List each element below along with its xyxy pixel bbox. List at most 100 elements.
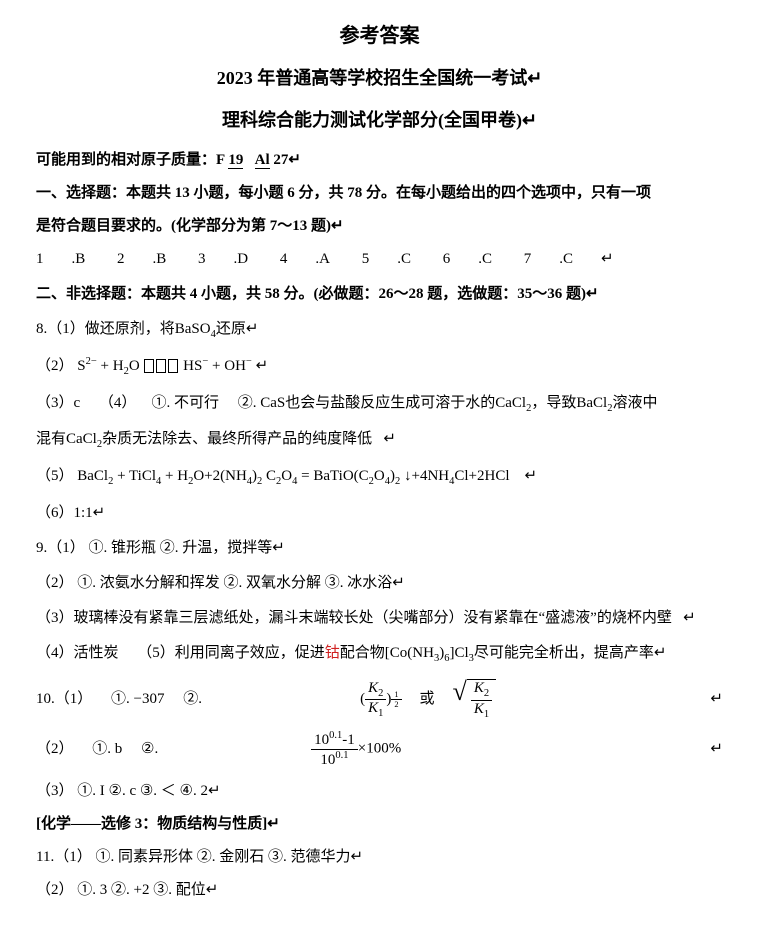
q9-5-prefix: （5）利用同离子效应，促进 bbox=[137, 645, 325, 661]
mcq-answers: 1.B 2.B 3.D 4.A 5.C 6.C 7.C↵ bbox=[36, 246, 723, 273]
q8-6: （6）1:1↵ bbox=[36, 500, 723, 527]
mcq-6: 6.C bbox=[443, 246, 492, 273]
k1bs: 1 bbox=[484, 709, 489, 720]
para-mark: ↵ bbox=[383, 431, 396, 447]
mcq-ans: D bbox=[237, 246, 248, 273]
q10-1-frac1-num: K2 bbox=[365, 680, 386, 701]
para-mark: ↵ bbox=[522, 110, 537, 130]
mcq-ans: A bbox=[319, 246, 330, 273]
q9-2-text: （2） ①. 浓氨水分解和挥发 ②. 双氧水分解 ③. 冰水浴 bbox=[36, 575, 392, 591]
mcq-4: 4.A bbox=[280, 246, 330, 273]
q10-1-radicand: K2 K1 bbox=[467, 679, 496, 720]
q8-5-eqn: BaCl2 + TiCl4 + H2O+2(NH4)2 C2O4 = BaTiO… bbox=[77, 468, 509, 484]
q8-34-line2: 混有CaCl2杂质无法除去、最终所得产品的纯度降低 ↵ bbox=[36, 426, 723, 455]
q8-5: （5） BaCl2 + TiCl4 + H2O+2(NH4)2 C2O4 = B… bbox=[36, 463, 723, 492]
q10-1-frac2-den: K1 bbox=[471, 701, 492, 721]
title-sub2: 理科综合能力测试化学部分(全国甲卷)↵ bbox=[36, 104, 723, 136]
q8-34-line1: （3）c （4） ①. 不可行 ②. CaS也会与盐酸反应生成可溶于水的CaCl… bbox=[36, 390, 723, 419]
para-mark: ↵ bbox=[256, 358, 269, 374]
n1: 10 bbox=[314, 732, 329, 748]
k2s: 2 bbox=[378, 688, 383, 699]
q10-1-form1: ( K2 K1 )12 bbox=[360, 680, 401, 720]
mcq-ans: B bbox=[75, 246, 85, 273]
q8-34-l2-cacl2-t: CaCl bbox=[66, 431, 97, 447]
atomic-mass-al-label: Al bbox=[255, 152, 270, 169]
para-mark: ↵ bbox=[288, 152, 301, 168]
q8-2-s: S bbox=[77, 358, 85, 374]
section1-line2: 是符合题目要求的。(化学部分为第 7～13 题)↵ bbox=[36, 213, 723, 240]
q9-2: （2） ①. 浓氨水分解和挥发 ②. 双氧水分解 ③. 冰水浴↵ bbox=[36, 570, 723, 597]
q8-4-a2-prefix: ②. bbox=[238, 395, 261, 411]
n3: -1 bbox=[342, 732, 355, 748]
q8-4-cacl2-t: CaCl bbox=[495, 395, 526, 411]
q9-1-text: 9.（1） ①. 锥形瓶 ②. 升温，搅拌等 bbox=[36, 540, 272, 556]
q8-2-eqn: S2− + H2O HS− + OH− bbox=[77, 358, 255, 374]
section1-line1: 一、选择题：本题共 13 小题，每小题 6 分，共 78 分。在每小题给出的四个… bbox=[36, 180, 723, 207]
radical-icon: √ bbox=[453, 679, 467, 720]
d2: 0.1 bbox=[335, 750, 348, 761]
q10-1-exp: 12 bbox=[391, 690, 401, 710]
q8-4-text3: 溶液中 bbox=[612, 395, 657, 411]
q8-2-oh-sup: − bbox=[246, 356, 252, 367]
q10-3-text: （3） ①. I ②. c ③. ＜ ④. 2 bbox=[36, 783, 208, 799]
q8-4-text2: ，导致 bbox=[531, 395, 576, 411]
mcq-num: 4 bbox=[280, 246, 288, 273]
para-mark: ↵ bbox=[350, 849, 363, 865]
q9-3-text: （3）玻璃棒没有紧靠三层滤纸处，漏斗末端较长处（尖嘴部分）没有紧靠在“盛滤液”的… bbox=[36, 610, 672, 626]
q10-3: （3） ①. I ②. c ③. ＜ ④. 2↵ bbox=[36, 778, 723, 805]
para-mark: ↵ bbox=[586, 286, 599, 302]
mcq-num: 3 bbox=[198, 246, 206, 273]
para-mark: ↵ bbox=[206, 882, 219, 898]
q8-4-cacl2: CaCl2 bbox=[495, 395, 531, 411]
para-mark: ↵ bbox=[246, 321, 259, 337]
para-mark: ↵ bbox=[654, 645, 667, 661]
ed: 2 bbox=[391, 700, 401, 709]
q9-5-red: 钴 bbox=[325, 645, 340, 661]
q11-1: 11.（1） ①. 同素异形体 ②. 金刚石 ③. 范德华力↵ bbox=[36, 844, 723, 871]
mcq-ans: B bbox=[156, 246, 166, 273]
para-mark: ↵ bbox=[93, 505, 106, 521]
k2b: K bbox=[474, 680, 484, 696]
para-mark: ↵ bbox=[527, 68, 542, 88]
para-mark: ↵ bbox=[208, 783, 221, 799]
para-mark: ↵ bbox=[331, 218, 344, 234]
q9-1: 9.（1） ①. 锥形瓶 ②. 升温，搅拌等↵ bbox=[36, 535, 723, 562]
atomic-mass-prefix: 可能用到的相对原子质量： bbox=[36, 152, 216, 168]
q10-1-or: 或 bbox=[420, 686, 435, 713]
q8-1-formula-text: BaSO bbox=[175, 321, 211, 337]
q8-5-label: （5） bbox=[36, 468, 74, 484]
q11-1-text: 11.（1） ①. 同素异形体 ②. 金刚石 ③. 范德华力 bbox=[36, 849, 350, 865]
q9-5-c: 配合物[Co(NH bbox=[340, 645, 434, 661]
para-mark: ↵ bbox=[525, 468, 538, 484]
n2: 0.1 bbox=[329, 730, 342, 741]
q8-4-bacl2: BaCl2 bbox=[576, 395, 612, 411]
q8-2-hs: HS bbox=[183, 358, 202, 374]
q10-1-frac2-num: K2 bbox=[471, 680, 492, 701]
section1-line2-text: 是符合题目要求的。(化学部分为第 7～13 题) bbox=[36, 218, 331, 234]
q8-34-l2-prefix: 混有 bbox=[36, 431, 66, 447]
title-main: 参考答案 bbox=[36, 18, 723, 54]
section2-header: 二、非选择题：本题共 4 小题，共 58 分。(必做题：26～28 题，选做题：… bbox=[36, 281, 723, 308]
title-sub: 2023 年普通高等学校招生全国统一考试↵ bbox=[36, 62, 723, 94]
q10-1-frac1-den: K1 bbox=[365, 700, 386, 720]
k1b: K bbox=[474, 701, 484, 717]
q9-5-f: 尽可能完全析出，提高产率 bbox=[474, 645, 654, 661]
q8-34-l2-body: 杂质无法除去、最终所得产品的纯度降低 bbox=[102, 431, 372, 447]
q9-5-e: ]Cl bbox=[449, 645, 468, 661]
para-mark: ↵ bbox=[267, 816, 280, 832]
atomic-mass-line: 可能用到的相对原子质量：F 19 Al 27↵ bbox=[36, 147, 723, 174]
q8-4-bacl2-t: BaCl bbox=[576, 395, 607, 411]
q10-2-suffix: ×100% bbox=[358, 741, 401, 757]
mcq-ans: C bbox=[563, 246, 573, 273]
q8-34-l2-cacl2: CaCl2 bbox=[66, 431, 102, 447]
para-mark: ↵ bbox=[710, 686, 723, 713]
q10-2-num: 100.1-1 bbox=[311, 730, 358, 750]
elective-header-text: [化学——选修 3：物质结构与性质] bbox=[36, 816, 267, 832]
en: 1 bbox=[391, 690, 401, 700]
q8-4-a1: ①. 不可行 bbox=[151, 395, 219, 411]
mcq-ans: C bbox=[401, 246, 411, 273]
para-mark: ↵ bbox=[601, 246, 614, 273]
atomic-mass-f-val: 19 bbox=[228, 152, 243, 169]
q11-2-text: （2） ①. 3 ②. +2 ③. 配位 bbox=[36, 882, 206, 898]
k1: K bbox=[368, 700, 378, 716]
